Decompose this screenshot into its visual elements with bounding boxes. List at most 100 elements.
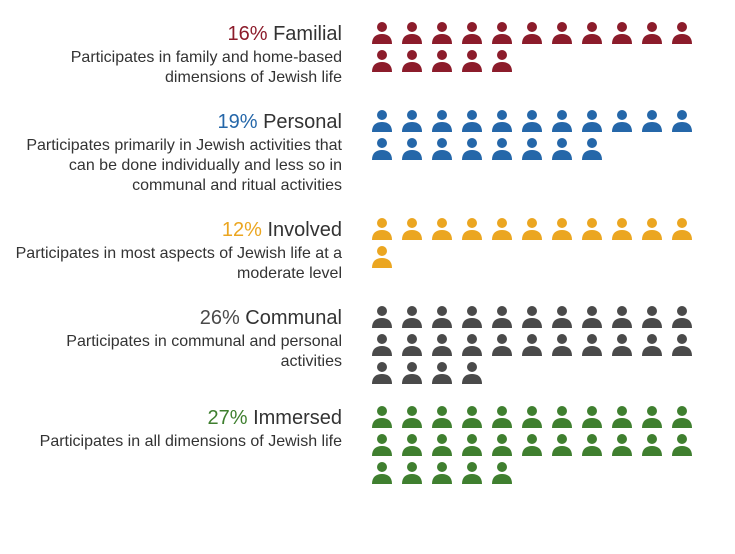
person-icon (460, 332, 484, 356)
category-title: 27% Immersed (10, 406, 342, 430)
person-icon (520, 20, 544, 44)
person-icon (640, 332, 664, 356)
person-icon (640, 404, 664, 428)
category-icons (370, 404, 700, 484)
person-icon (400, 20, 424, 44)
category-text: 19% PersonalParticipates primarily in Je… (10, 108, 370, 196)
category-row-involved: 12% InvolvedParticipates in most aspects… (10, 216, 715, 284)
person-icon (370, 108, 394, 132)
person-icon (370, 20, 394, 44)
person-icon (550, 432, 574, 456)
person-icon (370, 432, 394, 456)
person-icon (370, 460, 394, 484)
person-icon (430, 460, 454, 484)
person-icon (370, 304, 394, 328)
person-icon (610, 404, 634, 428)
person-icon (490, 432, 514, 456)
category-icons (370, 216, 700, 268)
person-icon (550, 332, 574, 356)
person-icon (550, 136, 574, 160)
person-icon (490, 216, 514, 240)
person-icon (520, 432, 544, 456)
person-icon (550, 108, 574, 132)
person-icon (520, 304, 544, 328)
person-icon (490, 304, 514, 328)
person-icon (490, 404, 514, 428)
person-icon (520, 404, 544, 428)
person-icon (490, 460, 514, 484)
person-icon (580, 216, 604, 240)
category-title: 26% Communal (10, 306, 342, 330)
person-icon (460, 404, 484, 428)
category-description: Participates in communal and personal ac… (10, 332, 342, 372)
person-icon (430, 432, 454, 456)
pictogram-chart: 16% FamilialParticipates in family and h… (10, 20, 715, 484)
person-icon (670, 20, 694, 44)
category-label: Communal (245, 307, 342, 329)
person-icon (370, 244, 394, 268)
person-icon (520, 136, 544, 160)
person-icon (580, 20, 604, 44)
person-icon (460, 216, 484, 240)
category-percent: 26% (200, 307, 240, 329)
person-icon (490, 136, 514, 160)
person-icon (550, 304, 574, 328)
person-icon (520, 216, 544, 240)
person-icon (490, 48, 514, 72)
person-icon (430, 48, 454, 72)
person-icon (430, 360, 454, 384)
category-description: Participates primarily in Jewish activit… (10, 136, 342, 196)
category-label: Familial (273, 23, 342, 45)
person-icon (550, 404, 574, 428)
person-icon (610, 108, 634, 132)
person-icon (400, 432, 424, 456)
person-icon (520, 108, 544, 132)
person-icon (400, 360, 424, 384)
person-icon (430, 404, 454, 428)
person-icon (370, 136, 394, 160)
person-icon (460, 304, 484, 328)
person-icon (370, 332, 394, 356)
person-icon (400, 460, 424, 484)
person-icon (460, 20, 484, 44)
category-row-communal: 26% CommunalParticipates in communal and… (10, 304, 715, 384)
person-icon (400, 404, 424, 428)
person-icon (670, 108, 694, 132)
category-title: 19% Personal (10, 110, 342, 134)
person-icon (670, 404, 694, 428)
person-icon (670, 304, 694, 328)
person-icon (400, 136, 424, 160)
person-icon (460, 108, 484, 132)
category-description: Participates in all dimensions of Jewish… (10, 432, 342, 452)
person-icon (610, 332, 634, 356)
person-icon (430, 108, 454, 132)
person-icon (610, 304, 634, 328)
category-percent: 19% (217, 111, 257, 133)
person-icon (370, 216, 394, 240)
person-icon (580, 136, 604, 160)
category-label: Immersed (253, 407, 342, 429)
category-title: 12% Involved (10, 218, 342, 242)
category-percent: 12% (222, 219, 262, 241)
person-icon (460, 360, 484, 384)
person-icon (670, 432, 694, 456)
person-icon (400, 332, 424, 356)
person-icon (430, 216, 454, 240)
category-percent: 27% (208, 407, 248, 429)
category-row-personal: 19% PersonalParticipates primarily in Je… (10, 108, 715, 196)
person-icon (580, 404, 604, 428)
category-icons (370, 108, 700, 160)
person-icon (400, 48, 424, 72)
person-icon (670, 216, 694, 240)
person-icon (640, 432, 664, 456)
person-icon (490, 108, 514, 132)
person-icon (490, 20, 514, 44)
category-percent: 16% (228, 23, 268, 45)
category-icons (370, 304, 700, 384)
category-text: 27% ImmersedParticipates in all dimensio… (10, 404, 370, 452)
person-icon (580, 432, 604, 456)
person-icon (580, 304, 604, 328)
category-label: Involved (268, 219, 343, 241)
person-icon (400, 304, 424, 328)
category-title: 16% Familial (10, 22, 342, 46)
